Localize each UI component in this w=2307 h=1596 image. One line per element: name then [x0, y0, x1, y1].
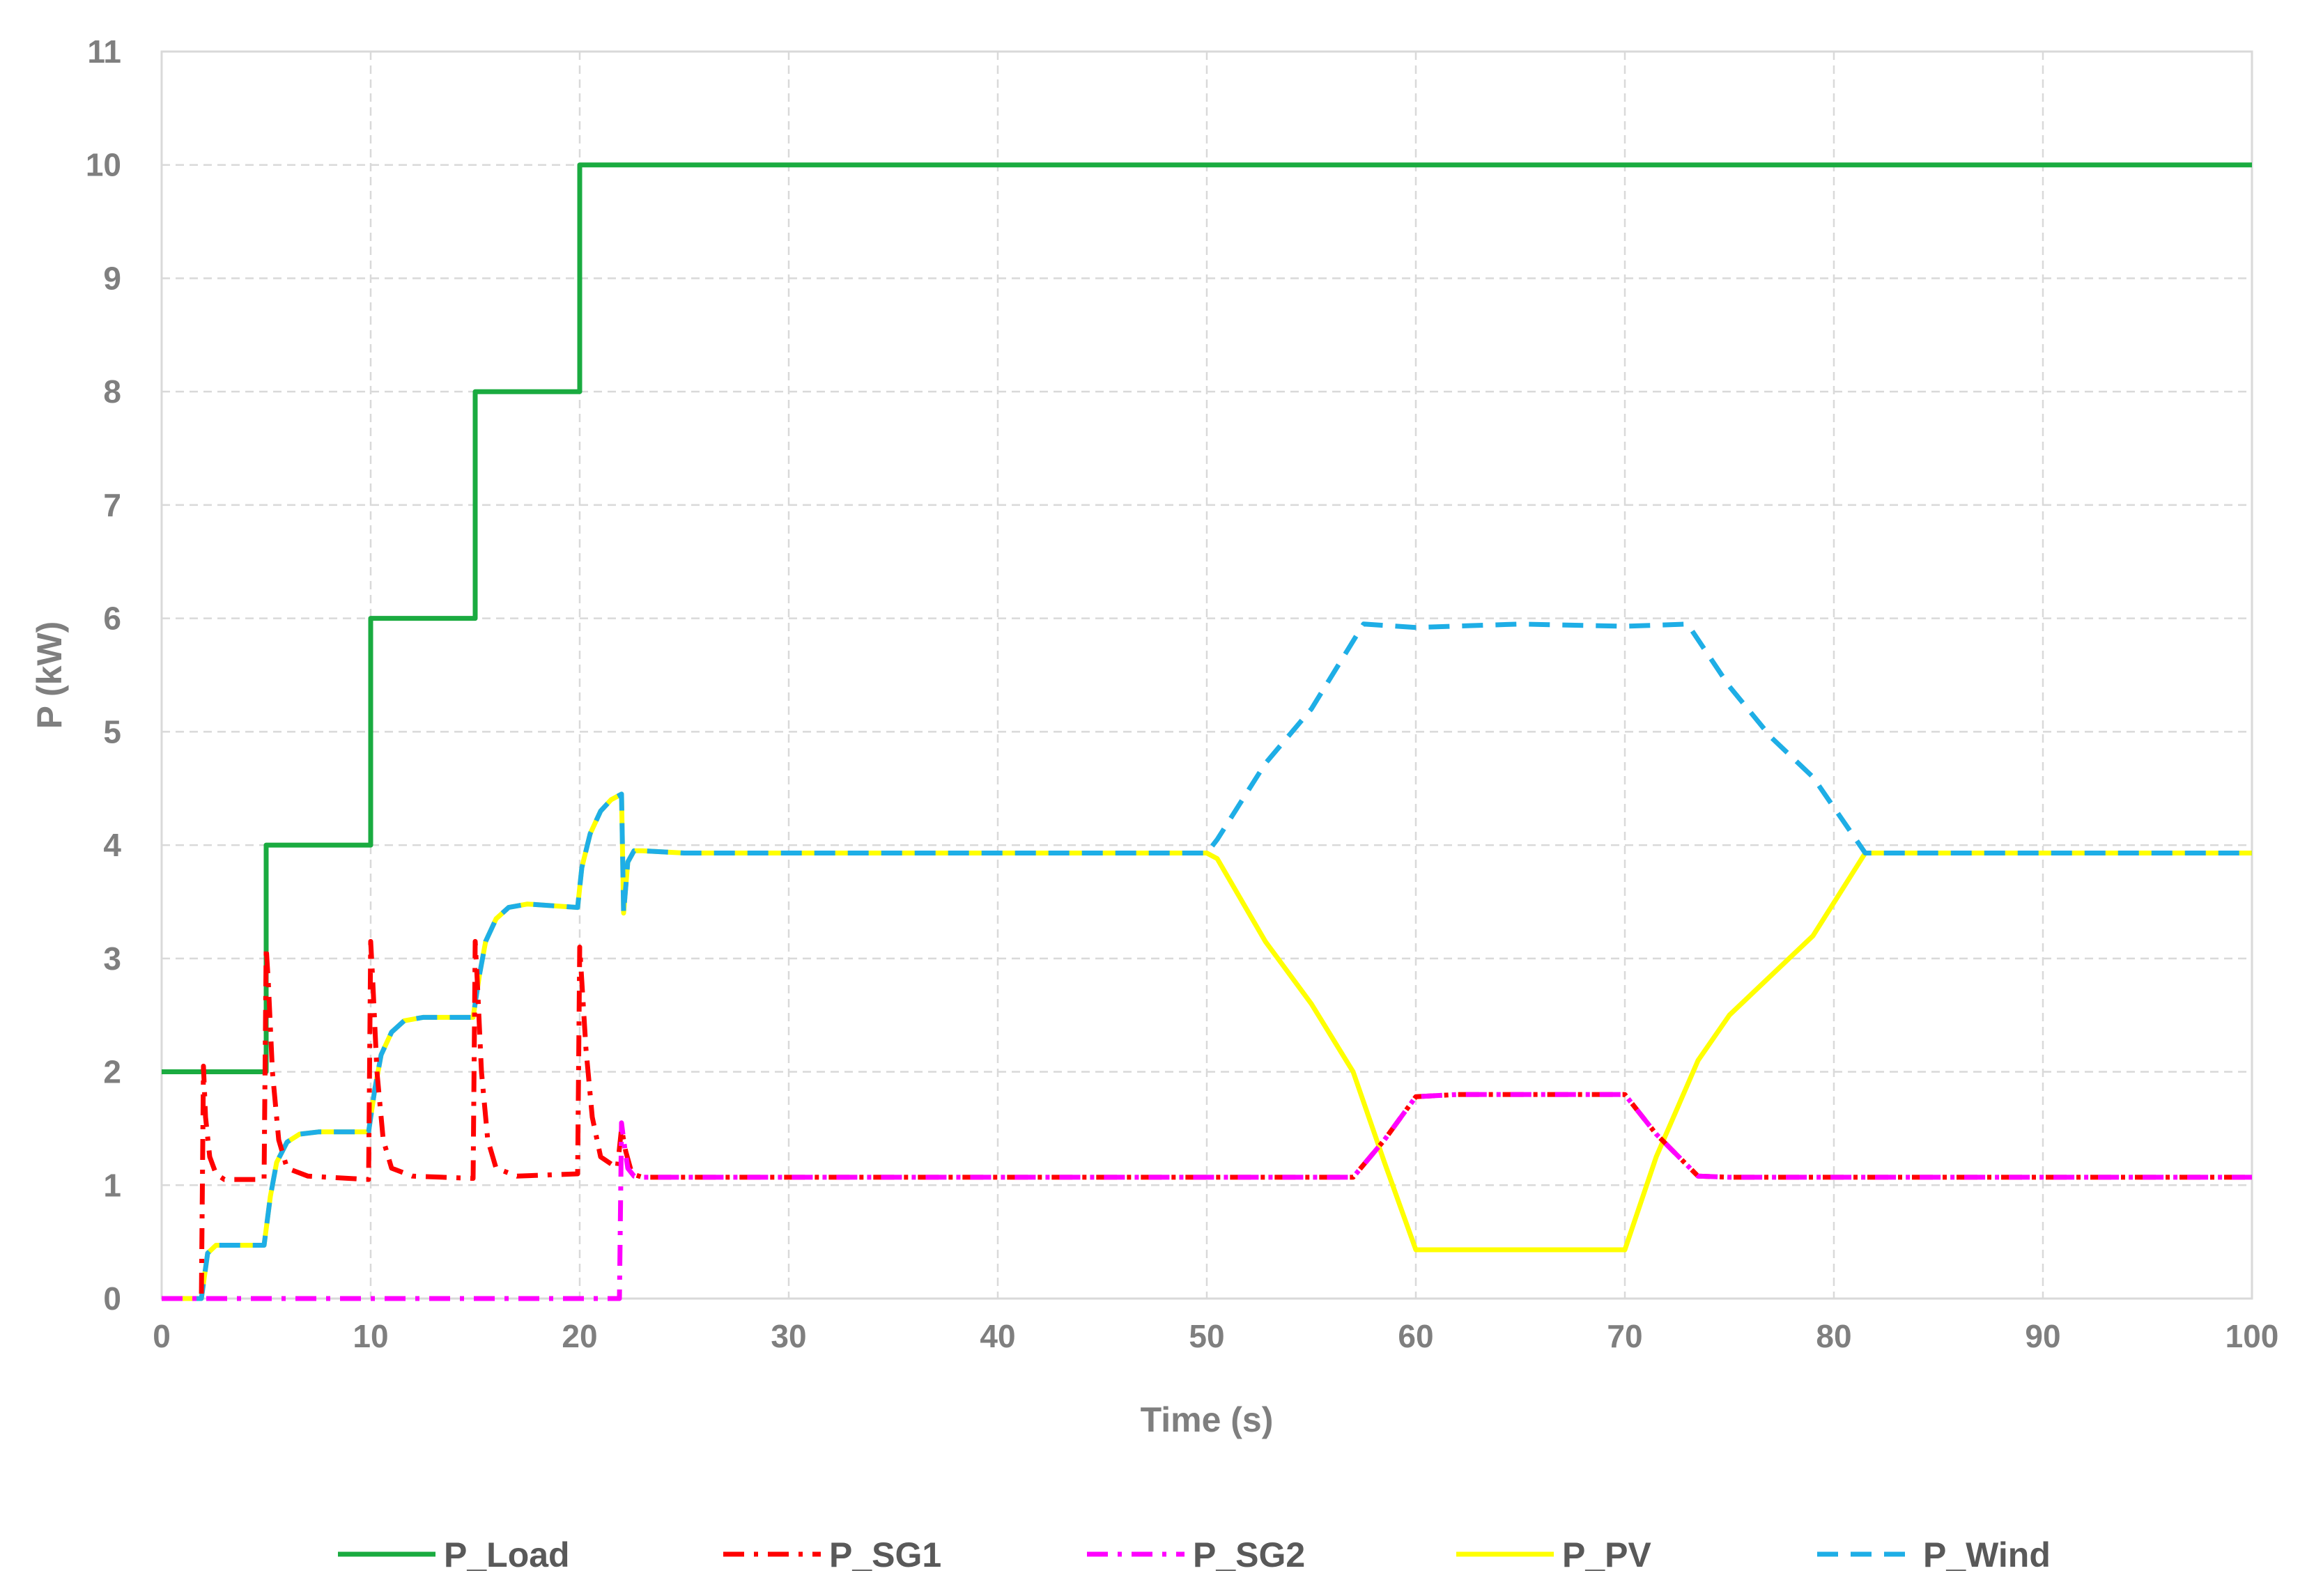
tick-labels: 0 10 20 30 40 50 60 70 80 90 100 0 1 2 3 4 5 6 7 8 9 10 11: [86, 33, 2279, 1354]
y-tick-label: 3: [103, 940, 121, 977]
x-tick-label: 70: [1607, 1318, 1642, 1354]
y-tick-label: 5: [103, 713, 121, 750]
x-tick-label: 80: [1816, 1318, 1851, 1354]
legend-label-p-sg2: P_SG2: [1193, 1535, 1305, 1574]
x-tick-label: 90: [2025, 1318, 2060, 1354]
y-axis-title: P (kW): [30, 621, 69, 729]
x-tick-label: 30: [771, 1318, 806, 1354]
x-tick-label: 40: [980, 1318, 1015, 1354]
x-tick-label: 50: [1189, 1318, 1224, 1354]
y-tick-label: 7: [103, 487, 121, 523]
y-tick-label: 1: [103, 1167, 121, 1203]
y-tick-label: 8: [103, 373, 121, 410]
y-tick-label: 9: [103, 260, 121, 296]
x-tick-label: 100: [2225, 1318, 2279, 1354]
y-tick-label: 4: [103, 827, 121, 863]
series-lines: [162, 162, 2252, 1301]
y-tick-label: 10: [86, 147, 121, 183]
legend-label-p-pv: P_PV: [1562, 1535, 1652, 1574]
x-axis-title: Time (s): [1141, 1400, 1274, 1439]
series-line-p-wind: [162, 621, 2252, 1301]
y-tick-label: 2: [103, 1054, 121, 1090]
legend: P_Load P_SG1 P_SG2 P_PV P_Wind: [338, 1535, 2051, 1574]
legend-label-p-load: P_Load: [444, 1535, 570, 1574]
x-tick-label: 10: [353, 1318, 388, 1354]
legend-label-p-wind: P_Wind: [1923, 1535, 2051, 1574]
legend-label-p-sg1: P_SG1: [829, 1535, 941, 1574]
y-tick-label: 0: [103, 1280, 121, 1317]
x-tick-label: 0: [153, 1318, 171, 1354]
y-tick-label: 11: [87, 33, 121, 70]
y-tick-label: 6: [103, 601, 121, 637]
x-tick-label: 20: [562, 1318, 597, 1354]
series-line-p-sg2: [162, 1092, 2252, 1301]
series-line-p-sg1: [162, 938, 2252, 1301]
x-tick-label: 60: [1398, 1318, 1433, 1354]
plot-frame: [160, 50, 2253, 1300]
